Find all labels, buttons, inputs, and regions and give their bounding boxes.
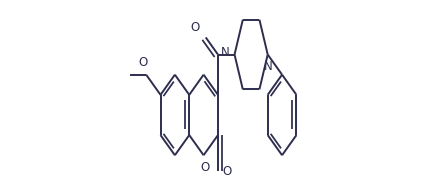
Text: N: N [264, 60, 273, 73]
Text: O: O [191, 21, 200, 34]
Text: N: N [221, 46, 230, 59]
Text: O: O [138, 56, 147, 69]
Text: O: O [200, 161, 209, 174]
Text: O: O [223, 165, 232, 178]
